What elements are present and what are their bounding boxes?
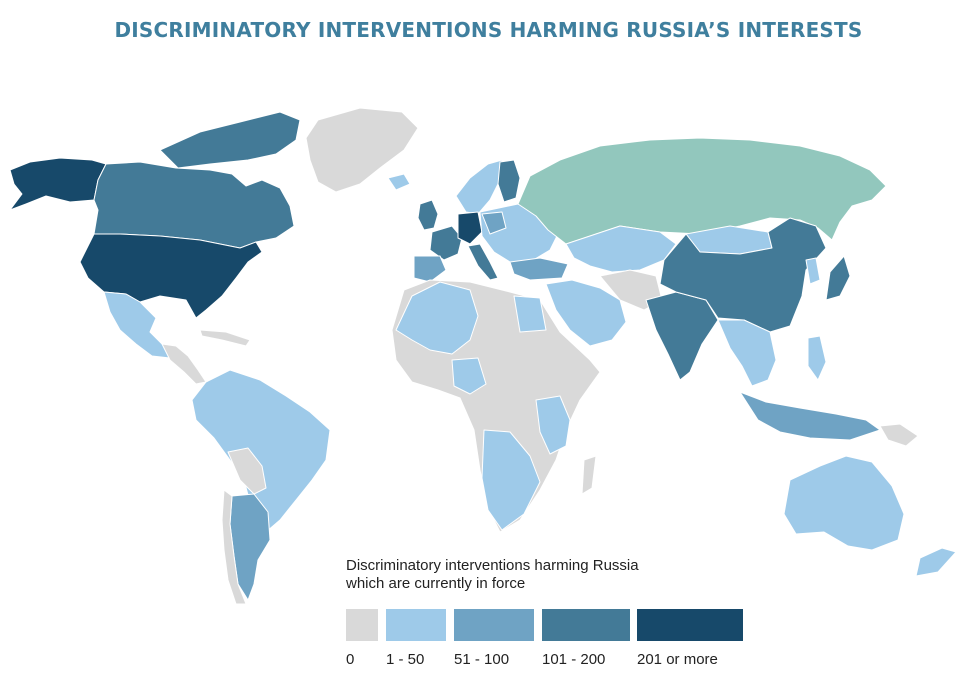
italy-region — [467, 243, 499, 281]
canada-region — [93, 161, 295, 249]
caribbean-region — [199, 329, 251, 347]
new-zealand-region — [915, 547, 957, 577]
russia-region — [517, 137, 887, 245]
egypt-region — [513, 295, 547, 333]
legend-swatch-2 — [454, 609, 534, 641]
indonesia-region — [739, 391, 881, 441]
north-africa-region — [395, 281, 479, 355]
spain-region — [413, 255, 447, 283]
legend-label-4: 201 or more — [637, 651, 718, 668]
middle-east-region — [545, 279, 627, 347]
legend-label-2: 51 - 100 — [454, 651, 510, 668]
philippines-region — [807, 335, 827, 381]
finland-region — [497, 159, 521, 203]
japan-region — [825, 255, 851, 301]
germany-region — [457, 211, 483, 245]
legend-label-1: 1 - 50 — [386, 651, 425, 668]
png-region — [879, 423, 919, 447]
map-legend: Discriminatory interventions harming Rus… — [346, 557, 766, 668]
map-title: DISCRIMINATORY INTERVENTIONS HARMING RUS… — [114, 18, 863, 42]
iceland-region — [387, 173, 411, 191]
poland-region — [481, 211, 507, 235]
southeast-asia-region — [717, 319, 777, 387]
greenland-region — [305, 107, 419, 193]
china-region — [659, 217, 827, 333]
south-america-grey-region — [227, 447, 267, 495]
india-region — [645, 291, 719, 381]
madagascar-region — [581, 455, 597, 495]
france-region — [429, 225, 463, 261]
legend-title: Discriminatory interventions harming Rus… — [346, 557, 686, 593]
australia-region — [783, 455, 905, 551]
uk-region — [417, 199, 439, 231]
legend-swatch-3 — [542, 609, 630, 641]
southern-africa-region — [481, 429, 541, 531]
central-america-region — [161, 343, 207, 385]
legend-label-0: 0 — [346, 651, 355, 668]
canada-arctic-region — [159, 111, 301, 169]
turkey-region — [509, 257, 569, 281]
legend-swatch-4 — [637, 609, 743, 641]
legend-label-3: 101 - 200 — [542, 651, 606, 668]
south-america-region — [191, 369, 331, 533]
world-choropleth-map — [9, 107, 957, 605]
scandinavia-region — [455, 159, 503, 215]
east-africa-region — [535, 395, 571, 455]
alaska-region — [9, 157, 107, 211]
legend-swatch-1 — [386, 609, 446, 641]
chile-region — [221, 489, 247, 605]
korea-region — [805, 257, 821, 285]
west-africa-region — [451, 357, 487, 395]
legend-title-line1: Discriminatory interventions harming Rus… — [346, 557, 639, 574]
usa-region — [79, 233, 263, 319]
legend-swatch-0 — [346, 609, 378, 641]
legend-title-line2: which are currently in force — [346, 575, 526, 592]
